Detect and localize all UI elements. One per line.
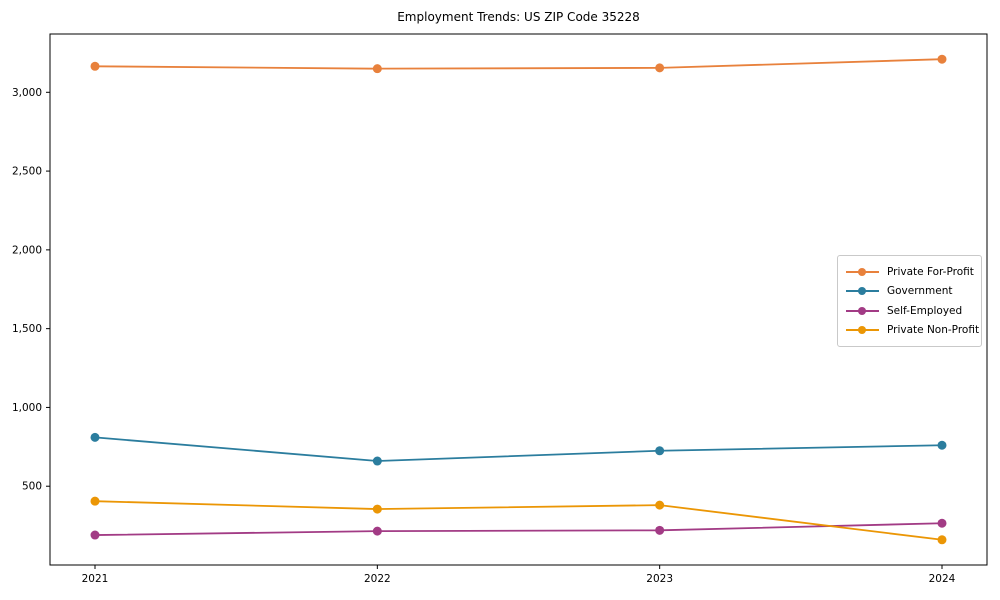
data-point-government-2021 bbox=[90, 432, 100, 442]
data-point-private-for-profit-2024 bbox=[937, 54, 947, 64]
legend-entry: Self-Employed bbox=[846, 302, 973, 320]
series-line-private-non-profit bbox=[94, 500, 943, 541]
y-tick-label: 2,500 bbox=[12, 166, 42, 178]
series-line-private-for-profit bbox=[94, 58, 943, 70]
legend-label: Government bbox=[887, 285, 953, 298]
data-point-government-2022 bbox=[372, 456, 382, 466]
data-point-self-employed-2021 bbox=[90, 530, 100, 540]
x-tick-label: 2023 bbox=[646, 573, 673, 585]
data-point-private-for-profit-2023 bbox=[655, 63, 665, 73]
y-tick-label: 500 bbox=[22, 481, 42, 493]
legend-label: Private Non-Profit bbox=[887, 323, 980, 336]
data-point-self-employed-2023 bbox=[655, 525, 665, 535]
series-line-government bbox=[94, 436, 943, 462]
chart-title: Employment Trends: US ZIP Code 35228 bbox=[397, 10, 640, 24]
legend-entry: Private Non-Profit bbox=[846, 321, 979, 339]
legend-label: Private For-Profit bbox=[887, 266, 974, 278]
legend-marker-icon bbox=[846, 325, 879, 335]
data-point-self-employed-2022 bbox=[372, 526, 382, 536]
legend-entry: Private For-Profit bbox=[846, 263, 974, 281]
x-tick-label: 2022 bbox=[364, 573, 391, 585]
y-tick-label: 3,000 bbox=[12, 87, 42, 99]
data-point-private-non-profit-2021 bbox=[90, 496, 100, 506]
legend-marker-icon bbox=[846, 286, 879, 296]
data-point-self-employed-2024 bbox=[937, 518, 947, 528]
legend-entry: Government bbox=[846, 282, 973, 300]
data-point-private-non-profit-2022 bbox=[372, 504, 382, 514]
x-tick-label: 2024 bbox=[929, 573, 956, 585]
y-tick-label: 1,000 bbox=[12, 402, 42, 414]
data-point-private-non-profit-2024 bbox=[937, 535, 947, 545]
series-line-self-employed bbox=[94, 522, 943, 536]
data-point-private-for-profit-2021 bbox=[90, 61, 100, 71]
x-tick-label: 2021 bbox=[82, 573, 109, 585]
y-tick-label: 1,500 bbox=[12, 323, 42, 335]
data-point-private-for-profit-2022 bbox=[372, 64, 382, 74]
legend-marker-icon bbox=[846, 267, 879, 277]
data-point-private-non-profit-2023 bbox=[655, 500, 665, 510]
data-point-government-2024 bbox=[937, 440, 947, 450]
data-point-government-2023 bbox=[655, 446, 665, 456]
legend-marker-icon bbox=[846, 306, 879, 316]
legend-label: Self-Employed bbox=[887, 304, 963, 317]
plot-border bbox=[49, 33, 988, 566]
chart-legend: Private For-Profit Government Self-Emplo… bbox=[837, 255, 982, 347]
y-tick-label: 2,000 bbox=[12, 244, 42, 256]
